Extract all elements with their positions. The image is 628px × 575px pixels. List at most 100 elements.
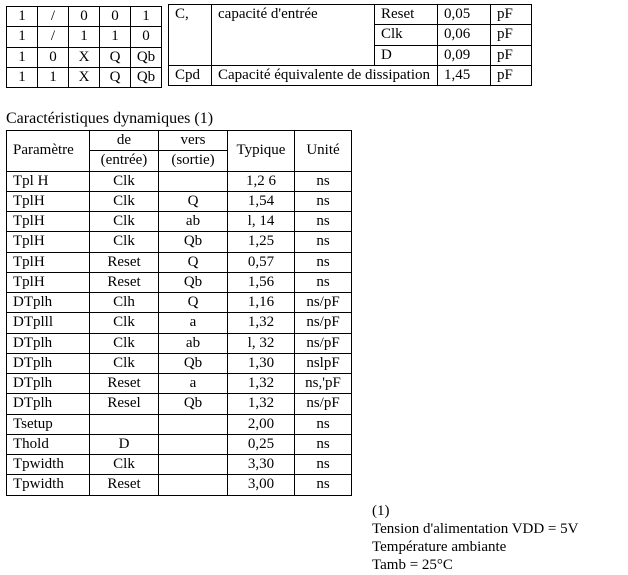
cell xyxy=(159,414,228,434)
cell: Q xyxy=(159,252,228,272)
cap-value: 0,06 xyxy=(438,25,491,45)
cell: 1 xyxy=(7,47,38,67)
cell: DTplll xyxy=(7,313,90,333)
cpd-symbol: Cpd xyxy=(169,65,212,85)
cell: 1,16 xyxy=(228,293,295,313)
cell: Clk xyxy=(90,313,159,333)
cell: 1,32 xyxy=(228,374,295,394)
cell: 1,25 xyxy=(228,232,295,252)
cap-pin: D xyxy=(375,45,438,65)
table-row: DTplllClka1,32ns/pF xyxy=(7,313,352,333)
table-row: C, capacité d'entrée Reset 0,05 pF xyxy=(169,5,532,25)
cap-unit: pF xyxy=(491,5,532,25)
cell: 1,56 xyxy=(228,272,295,292)
table-row: TplHClkQb1,25ns xyxy=(7,232,352,252)
cell: Reset xyxy=(90,252,159,272)
cell: 1 xyxy=(38,67,69,87)
cell: 1,54 xyxy=(228,191,295,211)
cell: Clk xyxy=(90,333,159,353)
cell xyxy=(90,414,159,434)
cell: l, 32 xyxy=(228,333,295,353)
cell: TplH xyxy=(7,212,90,232)
dynamic-characteristics-title: Caractéristiques dynamiques (1) xyxy=(6,110,622,128)
cell: Qb xyxy=(159,394,228,414)
cell: 1 xyxy=(7,67,38,87)
cell: TplH xyxy=(7,272,90,292)
cell: Qb xyxy=(131,67,162,87)
cell: 1,2 6 xyxy=(228,171,295,191)
cell: Q xyxy=(100,67,131,87)
header-to-sub: (sortie) xyxy=(159,151,228,171)
cell: 0 xyxy=(69,7,100,27)
cell: ns,'pF xyxy=(295,374,352,394)
cell: 1,32 xyxy=(228,394,295,414)
table-row: Tpl HClk1,2 6ns xyxy=(7,171,352,191)
cpd-unit: pF xyxy=(491,65,532,85)
cell xyxy=(159,475,228,495)
footnote-line: Température ambiante xyxy=(372,538,578,556)
header-unit: Unité xyxy=(295,131,352,172)
cpd-value: 1,45 xyxy=(438,65,491,85)
cell: l, 14 xyxy=(228,212,295,232)
cell xyxy=(159,455,228,475)
cell: Clk xyxy=(90,353,159,373)
table-row: TplHResetQb1,56ns xyxy=(7,272,352,292)
table-row: TplHClkabl, 14ns xyxy=(7,212,352,232)
cell: Qb xyxy=(159,232,228,252)
cell: 1 xyxy=(131,7,162,27)
cell: Q xyxy=(159,191,228,211)
cell: Reset xyxy=(90,374,159,394)
cell: Qb xyxy=(159,353,228,373)
cell: Thold xyxy=(7,434,90,454)
cell: ns xyxy=(295,272,352,292)
cell: 0 xyxy=(38,47,69,67)
cell: 0 xyxy=(131,27,162,47)
cell: Tpwidth xyxy=(7,475,90,495)
footnote-marker: (1) xyxy=(372,502,578,520)
cell: DTplh xyxy=(7,333,90,353)
table-row: TpwidthClk3,30ns xyxy=(7,455,352,475)
cell: Clk xyxy=(90,455,159,475)
cell: ns/pF xyxy=(295,313,352,333)
cell: 3,30 xyxy=(228,455,295,475)
cell: Reset xyxy=(90,272,159,292)
cell: ab xyxy=(159,212,228,232)
cell: X xyxy=(69,47,100,67)
cell: 0,25 xyxy=(228,434,295,454)
table-row: TpwidthReset 3,00ns xyxy=(7,475,352,495)
cell: TplH xyxy=(7,252,90,272)
cell: Reset xyxy=(90,475,159,495)
footnotes: (1) Tension d'alimentation VDD = 5V Temp… xyxy=(372,502,578,574)
cell: Tsetup xyxy=(7,414,90,434)
cell: 3,00 xyxy=(228,475,295,495)
cell xyxy=(159,434,228,454)
cell: ab xyxy=(159,333,228,353)
header-from-sub: (entrée) xyxy=(90,151,159,171)
header-parameter: Paramètre xyxy=(7,131,90,172)
cell: nslpF xyxy=(295,353,352,373)
cell: a xyxy=(159,374,228,394)
cell: 2,00 xyxy=(228,414,295,434)
cap-value: 0,05 xyxy=(438,5,491,25)
cell: Clh xyxy=(90,293,159,313)
cell: Qb xyxy=(131,47,162,67)
cell: 1 xyxy=(69,27,100,47)
cell: ns/pF xyxy=(295,293,352,313)
header-to: vers xyxy=(159,131,228,151)
cell: ns xyxy=(295,212,352,232)
cell: Q xyxy=(100,47,131,67)
cell: ns/pF xyxy=(295,394,352,414)
cell: ns xyxy=(295,475,352,495)
truth-table: 1 / 0 0 1 1 / 1 1 0 1 0 X Q Qb 1 1 X Q Q… xyxy=(6,6,162,88)
cell: / xyxy=(38,27,69,47)
cell: a xyxy=(159,313,228,333)
cap-unit: pF xyxy=(491,45,532,65)
cell: 0,57 xyxy=(228,252,295,272)
cell: DTplh xyxy=(7,374,90,394)
cell: ns xyxy=(295,434,352,454)
cell xyxy=(159,171,228,191)
table-row: DTplhClkQb1,30nslpF xyxy=(7,353,352,373)
table-row: DTplhReselQb1,32ns/pF xyxy=(7,394,352,414)
table-row: DTplhClkabl, 32ns/pF xyxy=(7,333,352,353)
cell: Qb xyxy=(159,272,228,292)
